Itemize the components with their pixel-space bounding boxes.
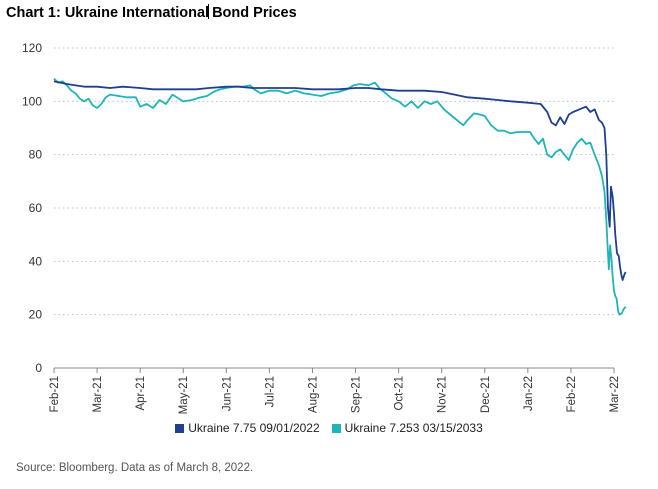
legend-item-series-2: Ukraine 7.253 03/15/2033 xyxy=(331,421,483,435)
series-line-2 xyxy=(53,78,627,316)
x-tick-label-Jul-21: Jul-21 xyxy=(264,376,276,407)
x-tick-label-Nov-21: Nov-21 xyxy=(437,376,449,413)
x-tick-label-Mar-21: Mar-21 xyxy=(92,376,104,412)
chart-legend: Ukraine 7.75 09/01/2022 Ukraine 7.253 03… xyxy=(0,421,658,435)
series-line-1 xyxy=(53,80,627,281)
x-tick-label-Oct-21: Oct-21 xyxy=(394,376,406,411)
source-note: Source: Bloomberg. Data as of March 8, 2… xyxy=(16,462,254,474)
y-tick-label-0: 0 xyxy=(35,361,42,375)
legend-item-series-1: Ukraine 7.75 09/01/2022 xyxy=(175,421,320,435)
x-tick-label-Apr-21: Apr-21 xyxy=(135,376,147,411)
y-tick-label-120: 120 xyxy=(22,41,42,55)
text-cursor xyxy=(208,4,210,19)
legend-swatch-series-2 xyxy=(331,423,341,433)
x-tick-label-Feb-21: Feb-21 xyxy=(49,376,61,412)
x-tick-label-Feb-22: Feb-22 xyxy=(566,376,578,412)
x-tick-label-Jan-22: Jan-22 xyxy=(523,376,535,411)
y-tick-label-100: 100 xyxy=(22,94,42,108)
x-tick-label-Dec-21: Dec-21 xyxy=(480,376,492,413)
legend-label-series-1: Ukraine 7.75 09/01/2022 xyxy=(188,421,320,435)
y-tick-label-40: 40 xyxy=(29,254,43,268)
x-tick-label-May-21: May-21 xyxy=(178,376,190,414)
y-tick-label-80: 80 xyxy=(29,148,43,162)
x-tick-label-Sep-21: Sep-21 xyxy=(351,376,363,413)
y-tick-label-60: 60 xyxy=(29,201,43,215)
line-chart: 0 20 40 60 80 100 120 Feb-21 Mar-21 Apr-21 May-21 J… xyxy=(22,41,627,414)
legend-label-series-2: Ukraine 7.253 03/15/2033 xyxy=(344,421,483,435)
y-tick-label-20: 20 xyxy=(29,308,43,322)
chart-title: Chart 1: Ukraine International Bond Pric… xyxy=(6,4,297,21)
legend-swatch-series-1 xyxy=(175,423,185,433)
x-tick-label-Mar-22: Mar-22 xyxy=(609,376,621,412)
x-tick-label-Jun-21: Jun-21 xyxy=(221,376,233,411)
x-tick-label-Aug-21: Aug-21 xyxy=(307,376,319,413)
chart-title-part-2: Bond Prices xyxy=(212,5,297,21)
chart-title-part-1: Chart 1: Ukraine International xyxy=(6,5,210,21)
